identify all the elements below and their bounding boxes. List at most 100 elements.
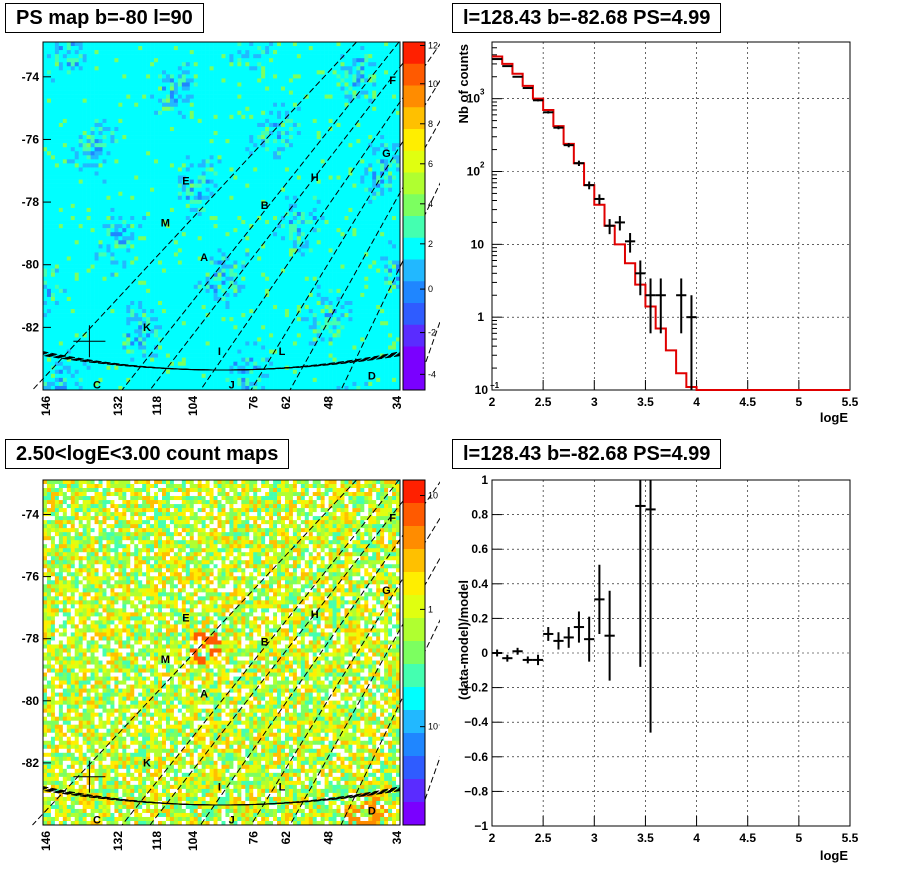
colorbar-label: 10⁻¹ <box>428 722 440 732</box>
meridian-line <box>32 41 357 391</box>
colorbar-swatch <box>403 618 425 642</box>
xtick-label: 48 <box>322 831 336 845</box>
source-label-b: B <box>261 200 269 212</box>
spectrum-frame <box>491 41 851 391</box>
ytick-label: −0.2 <box>464 681 488 695</box>
ytick-label: -76 <box>22 132 40 146</box>
spectrum-grid <box>491 42 851 391</box>
residual-panel: 2 2.5 3 3.5 4 4.5 5 5.5 −1 −0.8 −0.6 −0.4 −0.2 0 0.2 0.… <box>440 436 898 871</box>
colorbar-label: 8 <box>428 119 433 129</box>
meridian-line <box>250 517 440 826</box>
colorbar-frame <box>402 41 426 391</box>
colorbar <box>403 42 425 391</box>
ytick-exp: 3 <box>480 88 485 97</box>
xtick-label: 118 <box>150 831 164 851</box>
spectrum-title: l=128.43 b=-82.68 PS=4.99 <box>452 3 722 33</box>
residual-frame <box>491 479 851 827</box>
ytick-label: 1 <box>481 473 488 487</box>
map-pixels <box>43 42 401 391</box>
xtick-label: 62 <box>279 396 293 410</box>
ytick-label: −1 <box>474 819 488 833</box>
source-label-g: G <box>382 585 391 597</box>
colorbar-swatch <box>403 503 425 527</box>
ps-map-panel: F G E H B M A K I L C J D -74 -76 -78 -80 -82 146 132 118 104… <box>0 0 440 430</box>
colorbar-swatch <box>403 641 425 665</box>
map-frame <box>42 479 401 826</box>
ytick-exp: 2 <box>480 161 485 170</box>
source-label-m: M <box>161 217 170 229</box>
source-label-k: K <box>143 757 151 769</box>
xtick-label: 4.5 <box>739 831 756 845</box>
xtick-label: 146 <box>39 831 53 851</box>
spectrum-panel: 2 2.5 3 3.5 4 4.5 5 5.5 10 −1 1 10 10 2 10 3 logE Nb of c… <box>440 0 898 430</box>
source-label-b: B <box>261 637 269 649</box>
meridian-line <box>250 79 440 391</box>
source-label-g: G <box>382 148 391 160</box>
parallel-arc <box>43 788 400 806</box>
ytick-exp: −1 <box>490 381 500 390</box>
source-label-h: H <box>311 172 319 184</box>
ytick-label: -78 <box>22 195 40 209</box>
ytick-label: 10 <box>467 92 481 106</box>
xtick-label: 3.5 <box>637 395 654 409</box>
colorbar-swatch <box>403 172 425 195</box>
ytick-label: -80 <box>22 694 40 708</box>
colorbar-swatch <box>403 194 425 217</box>
colorbar-label: 1 <box>428 604 433 614</box>
colorbar-swatch <box>403 281 425 304</box>
ytick-label: 1 <box>477 310 484 324</box>
xtick-label: 2.5 <box>535 831 552 845</box>
colorbar-label: 4 <box>428 199 433 209</box>
map-pixels <box>43 480 401 826</box>
xtick-label: 5.5 <box>842 831 859 845</box>
source-label-i: I <box>218 346 221 358</box>
ps-map-title: PS map b=-80 l=90 <box>5 3 204 33</box>
colorbar <box>403 480 425 826</box>
colorbar-swatch <box>403 779 425 803</box>
ytick-label: −0.4 <box>464 715 488 729</box>
xtick-label: 4 <box>693 395 700 409</box>
colorbar-swatch <box>403 802 425 826</box>
meridian-line <box>32 479 357 826</box>
y-axis-label: Nb of counts <box>456 44 471 123</box>
meridian-line <box>415 320 440 391</box>
colorbar-label: 0 <box>428 284 433 294</box>
colorbar-swatch <box>403 733 425 757</box>
ytick-label: -80 <box>22 258 40 272</box>
xtick-label: 104 <box>186 831 200 851</box>
x-axis-label: logE <box>820 410 848 425</box>
colorbar-swatch <box>403 303 425 326</box>
ytick-label: −0.8 <box>464 784 488 798</box>
colorbar-label: -2 <box>428 328 436 338</box>
colorbar-swatch <box>403 85 425 108</box>
colorbar-label: 10 <box>428 491 438 501</box>
colorbar-label: 12 <box>428 40 438 50</box>
colorbar-swatch <box>403 129 425 152</box>
parallels <box>43 350 400 371</box>
ytick-label: 10 <box>467 165 481 179</box>
count-map-title: 2.50<logE<3.00 count maps <box>5 439 290 469</box>
source-label-d: D <box>368 371 376 383</box>
source-label-m: M <box>161 654 170 666</box>
colorbar-swatch <box>403 107 425 130</box>
colorbar-swatch <box>403 664 425 688</box>
source-label-l: L <box>279 346 286 358</box>
source-label-c: C <box>93 379 101 391</box>
source-label-e: E <box>182 612 189 624</box>
x-axis-label: logE <box>820 848 848 863</box>
colorbar-swatch <box>403 687 425 711</box>
xtick-label: 104 <box>186 396 200 416</box>
xtick-label: 5.5 <box>842 395 859 409</box>
colorbar-frame <box>402 479 426 826</box>
xtick-label: 34 <box>390 396 404 410</box>
colorbar-label: 2 <box>428 239 433 249</box>
colorbar-label: 10 <box>428 79 438 89</box>
xtick-label: 34 <box>390 831 404 845</box>
meridian-line <box>200 481 440 826</box>
xtick-label: 2 <box>489 831 496 845</box>
ytick-label: -74 <box>22 70 40 84</box>
xtick-label: 132 <box>111 831 125 851</box>
source-label-a: A <box>200 688 208 700</box>
ytick-label: 0.8 <box>471 508 488 522</box>
